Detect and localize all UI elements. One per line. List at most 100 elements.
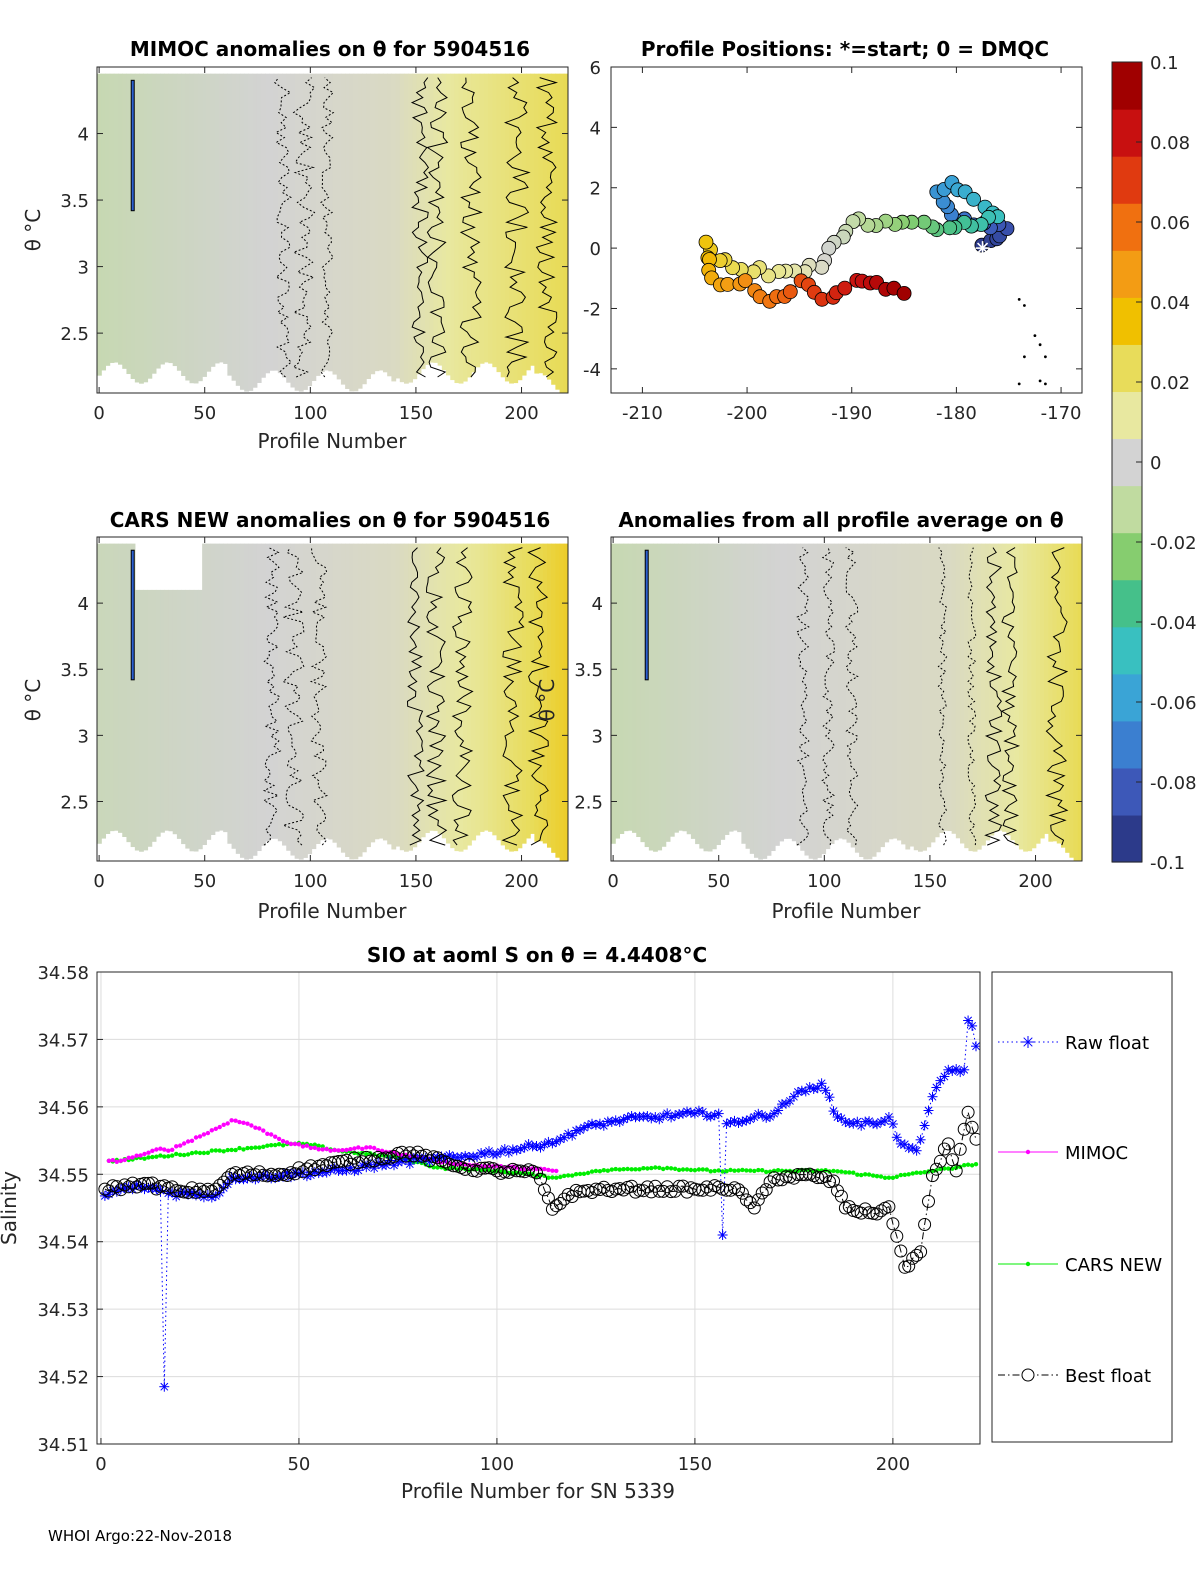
heatmap-cell bbox=[277, 543, 283, 842]
heatmap-cell bbox=[441, 543, 447, 839]
heatmap-cell bbox=[248, 73, 254, 391]
legend-label: Raw float bbox=[1065, 1033, 1149, 1054]
cars-marker bbox=[589, 1169, 595, 1174]
cars-marker bbox=[585, 1170, 591, 1176]
heatmap-cell bbox=[353, 73, 359, 392]
mimoc-marker bbox=[300, 1144, 306, 1149]
profile-position-point bbox=[942, 220, 958, 236]
heatmap-cell bbox=[113, 73, 119, 363]
heatmap-cell bbox=[130, 73, 136, 379]
raw-float-marker bbox=[812, 1083, 823, 1094]
colorbar-tick-label: 0 bbox=[1150, 453, 1161, 474]
asterisk-stroke bbox=[718, 1231, 727, 1239]
anomaly-contour-line bbox=[309, 547, 328, 846]
heatmap-cell bbox=[403, 543, 409, 852]
heatmap-cell bbox=[315, 73, 321, 376]
raw-float-marker bbox=[650, 1112, 661, 1122]
best-float-marker bbox=[724, 1183, 737, 1197]
heatmap-cell bbox=[546, 543, 552, 848]
best-float-marker bbox=[823, 1175, 836, 1189]
nearby-data-point bbox=[1038, 379, 1042, 383]
mimoc-marker bbox=[550, 1168, 555, 1173]
cars-marker bbox=[261, 1144, 266, 1150]
cars-marker bbox=[225, 1147, 230, 1153]
y-tick-label: 34.56 bbox=[37, 1098, 89, 1119]
heatmap-cell bbox=[500, 543, 506, 846]
cars-marker bbox=[890, 1175, 896, 1181]
mimoc-marker bbox=[189, 1138, 195, 1144]
cars-marker bbox=[894, 1174, 899, 1180]
asterisk-stroke bbox=[461, 1151, 470, 1160]
mimoc-marker bbox=[142, 1151, 147, 1157]
asterisk-stroke bbox=[306, 1171, 315, 1180]
raw-float-marker bbox=[919, 1120, 930, 1131]
cars-marker bbox=[273, 1142, 278, 1148]
cars-marker bbox=[276, 1142, 282, 1147]
heatmap-cell bbox=[483, 73, 489, 363]
asterisk-stroke bbox=[837, 1114, 846, 1123]
heatmap-cell bbox=[703, 543, 709, 852]
heatmap-cell bbox=[551, 543, 556, 853]
cars-marker bbox=[158, 1153, 163, 1158]
heatmap-cell bbox=[716, 543, 721, 846]
raw-float-marker bbox=[559, 1132, 570, 1143]
heatmap-cell bbox=[542, 543, 548, 844]
best-float-marker bbox=[585, 1186, 599, 1199]
heatmap-cell bbox=[909, 543, 915, 847]
heatmap-cell bbox=[239, 73, 245, 390]
heatmap-cell bbox=[496, 543, 502, 841]
x-tick-label: 100 bbox=[480, 1454, 514, 1475]
y-tick-label: 34.58 bbox=[37, 963, 89, 984]
asterisk-stroke bbox=[817, 1079, 826, 1088]
heatmap-cell bbox=[863, 543, 869, 860]
heatmap-cell bbox=[361, 73, 367, 385]
cars-marker bbox=[558, 1174, 563, 1180]
y-tick-label: 4 bbox=[78, 594, 89, 615]
best-float-marker bbox=[114, 1183, 128, 1197]
asterisk-stroke bbox=[964, 1016, 973, 1025]
heatmap-cell bbox=[160, 73, 165, 365]
heatmap-cell bbox=[458, 73, 464, 384]
asterisk-stroke bbox=[821, 1086, 830, 1095]
heatmap-cell bbox=[223, 73, 228, 364]
cars-marker bbox=[712, 1168, 717, 1174]
heatmap-cell bbox=[513, 543, 519, 852]
nearby-data-point bbox=[1044, 355, 1047, 359]
heatmap-cell bbox=[416, 543, 422, 843]
heatmap-cell bbox=[399, 543, 405, 851]
mimoc-marker bbox=[166, 1148, 171, 1153]
best-float-marker bbox=[937, 1142, 951, 1156]
anomaly-contour-line bbox=[451, 547, 474, 846]
asterisk-stroke bbox=[774, 1106, 783, 1115]
heatmap-cell bbox=[665, 543, 671, 842]
cars-marker bbox=[312, 1142, 317, 1147]
mimoc-marker bbox=[352, 1146, 357, 1151]
cars-marker bbox=[233, 1147, 238, 1153]
raw-float-marker bbox=[531, 1141, 542, 1151]
heatmap-cell bbox=[922, 543, 928, 851]
asterisk-stroke bbox=[524, 1140, 533, 1149]
mimoc-marker bbox=[320, 1147, 325, 1152]
salinity-axes-box bbox=[96, 971, 981, 1445]
cars-marker bbox=[269, 1143, 274, 1148]
heatmap-cell bbox=[311, 543, 317, 850]
best-float-marker bbox=[906, 1251, 920, 1265]
raw-float-marker bbox=[923, 1105, 934, 1116]
cars-marker bbox=[621, 1167, 626, 1172]
cars-marker bbox=[217, 1148, 222, 1153]
cars-marker bbox=[748, 1168, 753, 1173]
cars-marker bbox=[866, 1172, 872, 1177]
asterisk-stroke bbox=[477, 1149, 486, 1157]
heatmap-cell bbox=[374, 73, 380, 372]
legend-label: CARS NEW bbox=[1065, 1255, 1162, 1276]
asterisk-stroke bbox=[916, 1135, 925, 1144]
cars-marker bbox=[859, 1172, 864, 1178]
x-tick-label: 150 bbox=[399, 871, 433, 892]
mimoc-ylabel: θ °C bbox=[21, 209, 45, 252]
cars-marker bbox=[756, 1167, 761, 1173]
heatmap-cell bbox=[248, 543, 254, 859]
y-tick-label: 34.53 bbox=[37, 1300, 89, 1321]
heatmap-cell bbox=[218, 543, 224, 831]
heatmap-cell bbox=[989, 543, 995, 836]
heatmap-cell bbox=[711, 543, 717, 850]
